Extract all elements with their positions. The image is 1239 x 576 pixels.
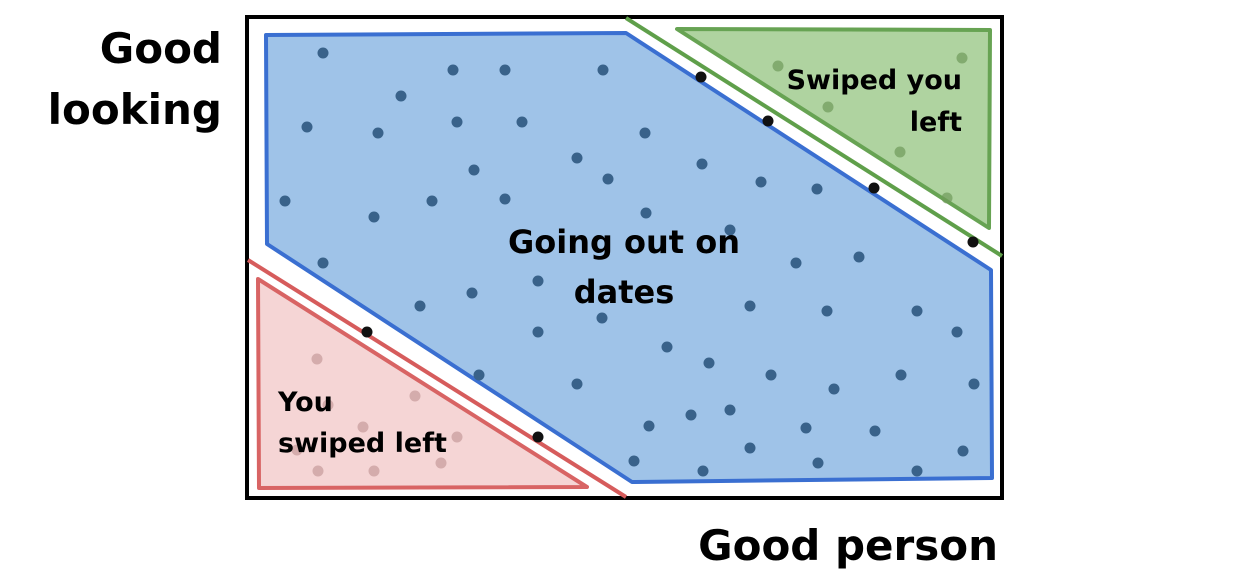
scatter-dots [279, 47, 980, 477]
dot-blue [317, 47, 329, 59]
region-dates [264, 31, 994, 484]
dot-green [822, 101, 834, 113]
region-you-swiped-left-label-line1: You [277, 387, 333, 418]
dot-boundary [361, 326, 373, 338]
dot-boundary [868, 182, 880, 194]
dot-blue [426, 195, 438, 207]
dot-blue [957, 445, 969, 457]
dot-blue [895, 369, 907, 381]
dot-blue [639, 127, 651, 139]
dot-blue [790, 257, 802, 269]
dot-pink [451, 431, 463, 443]
dot-blue [812, 457, 824, 469]
dot-blue [643, 420, 655, 432]
dot-blue [911, 465, 923, 477]
dot-pink [409, 390, 421, 402]
dot-blue [853, 251, 865, 263]
dot-blue [696, 158, 708, 170]
dot-pink [311, 353, 323, 365]
separator-line-bottom [246, 258, 628, 499]
dot-blue [765, 369, 777, 381]
dot-blue [516, 116, 528, 128]
dot-blue [499, 64, 511, 76]
dot-green [941, 192, 953, 204]
dot-pink [312, 465, 324, 477]
dot-green [894, 146, 906, 158]
dot-blue [602, 173, 614, 185]
dot-blue [571, 152, 583, 164]
dot-blue [744, 442, 756, 454]
dot-blue [532, 326, 544, 338]
region-dates-label-line1: Going out on [508, 223, 740, 261]
dot-blue [628, 455, 640, 467]
dot-blue [532, 275, 544, 287]
dot-pink [357, 421, 369, 433]
dot-pink [322, 399, 334, 411]
region-swiped-you-left-label-line1: Swiped you [787, 65, 962, 96]
dot-blue [800, 422, 812, 434]
region-you-swiped-left-label-line2: swiped left [278, 428, 447, 459]
dot-blue [395, 90, 407, 102]
dot-blue [968, 378, 980, 390]
dot-blue [473, 369, 485, 381]
dot-blue [869, 425, 881, 437]
dot-blue [301, 121, 313, 133]
dot-blue [279, 195, 291, 207]
dot-green [956, 52, 968, 64]
dot-blue [466, 287, 478, 299]
dot-boundary [695, 71, 707, 83]
dot-blue [744, 300, 756, 312]
separator-line-top [624, 16, 1004, 258]
region-you-swiped-left [256, 277, 589, 490]
dot-blue [640, 207, 652, 219]
dot-blue [951, 326, 963, 338]
dot-blue [755, 176, 767, 188]
dot-blue [468, 164, 480, 176]
region-dates-label-line2: dates [574, 273, 675, 311]
dot-blue [317, 257, 329, 269]
dot-blue [597, 64, 609, 76]
y-axis-label-line1: Good [100, 24, 222, 73]
y-axis-label-line2: looking [48, 85, 222, 134]
dot-boundary [532, 431, 544, 443]
dot-pink [291, 444, 303, 456]
dot-blue [828, 383, 840, 395]
dot-blue [724, 404, 736, 416]
dot-blue [447, 64, 459, 76]
dot-blue [596, 312, 608, 324]
dot-blue [372, 127, 384, 139]
dot-blue [911, 305, 923, 317]
dot-blue [724, 224, 736, 236]
region-swiped-you-left-label-line2: left [910, 107, 962, 138]
x-axis-label: Good person [698, 521, 998, 570]
dot-blue [571, 378, 583, 390]
dot-boundary [762, 115, 774, 127]
dot-blue [368, 211, 380, 223]
dot-blue [703, 357, 715, 369]
dot-blue [811, 183, 823, 195]
region-swiped-you-left [675, 27, 992, 230]
dot-pink [435, 457, 447, 469]
dot-blue [499, 193, 511, 205]
dot-pink [368, 465, 380, 477]
dot-blue [661, 341, 673, 353]
dot-blue [414, 300, 426, 312]
dot-blue [821, 305, 833, 317]
dot-blue [451, 116, 463, 128]
dot-blue [697, 465, 709, 477]
dot-boundary [967, 236, 979, 248]
dot-green [772, 60, 784, 72]
dot-blue [685, 409, 697, 421]
